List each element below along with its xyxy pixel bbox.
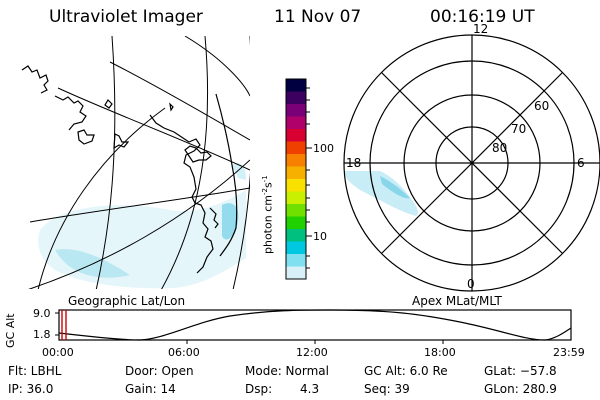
- unit-text-s: s: [261, 182, 275, 189]
- status-gc-alt: GC Alt: 6.0 Re: [364, 364, 448, 378]
- polar-emission: [344, 171, 419, 216]
- timeline-x-label-0: 00:00: [42, 346, 74, 359]
- time-label: 00:16:19 UT: [430, 7, 535, 27]
- colorbar-segment: [286, 204, 306, 217]
- status-glon: GLon: 280.9: [484, 382, 557, 396]
- colorbar-segment: [286, 216, 306, 230]
- status-mode: Mode: Normal: [245, 364, 329, 378]
- geographic-label: Geographic Lat/Lon: [68, 294, 185, 308]
- colorbar-segment: [286, 254, 306, 267]
- lat-lon-grid: [28, 36, 250, 289]
- apex-label: Apex MLat/MLT: [412, 294, 502, 308]
- colorbar-segment: [286, 91, 306, 105]
- mlt-label-0: 0: [467, 277, 475, 291]
- emission-speckle: [38, 163, 246, 289]
- timeline-x-label-4: 23:59: [553, 346, 585, 359]
- colorbar-segment: [286, 166, 306, 180]
- colorbar-segment: [286, 179, 306, 192]
- colorbar-tick-100: 100: [313, 142, 334, 155]
- colorbar-unit-label: photon cm-2s-1: [261, 175, 275, 254]
- colorbar-segment: [286, 266, 306, 280]
- colorbar-segment: [286, 191, 306, 205]
- unit-exp-2: -1: [261, 175, 269, 183]
- unit-text: photon cm: [261, 195, 275, 254]
- status-gain: Gain: 14: [125, 382, 176, 396]
- status-seq: Seq: 39: [364, 382, 410, 396]
- timeline-x-label-3: 18:00: [424, 346, 456, 359]
- mlt-label-18: 18: [346, 156, 361, 170]
- altitude-timeline: [55, 309, 572, 344]
- colorbar-segment: [286, 116, 306, 130]
- status-ip: IP: 36.0: [8, 382, 54, 396]
- geographic-map: [21, 36, 250, 289]
- app-title: Ultraviolet Imager: [49, 7, 203, 27]
- status-dsp-value: 4.3: [300, 382, 320, 396]
- colorbar-tick-10: 10: [313, 230, 327, 243]
- colorbar-segment: [286, 104, 306, 117]
- status-door: Door: Open: [125, 364, 194, 378]
- colorbar-frame: [285, 78, 307, 280]
- colorbar-segment: [286, 229, 306, 242]
- timeline-axis-title: GC Alt: [4, 313, 17, 348]
- colorbar-segment: [286, 241, 306, 255]
- colorbar-segment: [286, 129, 306, 142]
- unit-exp-1: -2: [261, 188, 269, 196]
- status-flt: Flt: LBHL: [8, 364, 62, 378]
- colorbar-segment: [286, 79, 306, 92]
- colorbar-ticks: [306, 87, 312, 269]
- lat-label-60: 60: [534, 99, 549, 113]
- altitude-curve: [58, 309, 572, 341]
- polar-plot: 12 18 6 0 60 70 80: [343, 22, 600, 292]
- timeline-x-label-2: 12:00: [296, 346, 328, 359]
- timeline-x-label-1: 06:00: [168, 346, 200, 359]
- mlt-label-12: 12: [473, 22, 488, 36]
- status-glat: GLat: −57.8: [484, 364, 557, 378]
- mlt-label-6: 6: [577, 156, 585, 170]
- colorbar-segment: [286, 154, 306, 167]
- timeline-y-label-min: 1.8: [33, 328, 51, 341]
- status-dsp-label: Dsp:: [245, 382, 273, 396]
- colorbar-segment: [286, 141, 306, 155]
- colorbar: [286, 79, 306, 280]
- date-label: 11 Nov 07: [274, 7, 362, 27]
- timeline-y-label-max: 9.0: [33, 307, 51, 320]
- coastlines: [21, 65, 238, 274]
- lat-label-80: 80: [492, 141, 507, 155]
- lat-label-70: 70: [511, 122, 526, 136]
